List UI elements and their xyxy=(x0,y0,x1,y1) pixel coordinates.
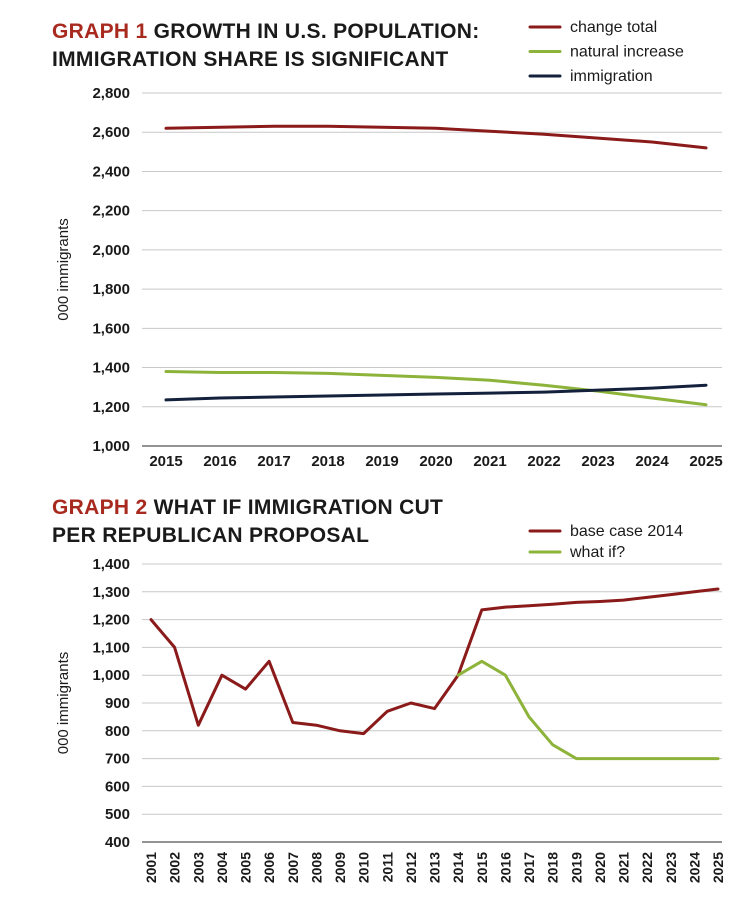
chart1-xtick-label: 2015 xyxy=(149,453,182,470)
chart1-xtick-label: 2020 xyxy=(419,453,452,470)
chart2-xtick-label: 2001 xyxy=(143,852,159,883)
chart1-ytick-label: 2,800 xyxy=(92,85,130,102)
chart2-ytick-label: 800 xyxy=(105,723,130,740)
chart2-xtick-label: 2024 xyxy=(686,852,702,883)
chart2-ytick-label: 1,200 xyxy=(92,612,130,629)
chart1-xtick-label: 2025 xyxy=(689,453,722,470)
chart2-xtick-label: 2004 xyxy=(214,852,230,883)
chart1-legend-label: natural increase xyxy=(570,44,684,61)
chart2-ytick-label: 900 xyxy=(105,695,130,712)
chart2-xtick-label: 2018 xyxy=(545,852,561,883)
chart1-ytick-label: 1,800 xyxy=(92,281,130,298)
chart1-title-line1: GROWTH IN U.S. POPULATION: xyxy=(153,20,480,43)
chart1-ytick-label: 2,200 xyxy=(92,203,130,220)
chart1-title-line2: IMMIGRATION SHARE IS SIGNIFICANT xyxy=(52,48,449,71)
chart2-xtick-label: 2015 xyxy=(474,852,490,883)
chart2-ylabel: 000 immigrants xyxy=(55,652,72,755)
chart2-series-line-base-case-2014 xyxy=(149,587,720,736)
chart1-xtick-label: 2017 xyxy=(257,453,290,470)
chart1-ytick-label: 1,200 xyxy=(92,399,130,416)
chart2-xtick-label: 2002 xyxy=(167,852,183,883)
chart2-ytick-label: 600 xyxy=(105,778,130,795)
chart2-xtick-label: 2007 xyxy=(285,852,301,883)
chart1-title: GRAPH 1 GROWTH IN U.S. POPULATION: IMMIG… xyxy=(52,18,480,74)
chart1-ylabel: 000 immigrants xyxy=(55,218,72,321)
chart2-xtick-label: 2014 xyxy=(450,852,466,883)
chart2-xtick-label: 2008 xyxy=(308,852,324,883)
chart1-series-line-natural-increase xyxy=(164,370,708,407)
chart1-ytick-label: 2,600 xyxy=(92,124,130,141)
chart2-xtick-label: 2009 xyxy=(332,852,348,883)
chart2-xtick-label: 2023 xyxy=(663,852,679,883)
chart1-xtick-label: 2023 xyxy=(581,453,614,470)
chart1-ytick-label: 1,600 xyxy=(92,320,130,337)
chart2-ytick-label: 400 xyxy=(105,834,130,851)
chart2-xtick-label: 2005 xyxy=(238,852,254,883)
chart2-xtick-label: 2011 xyxy=(379,852,395,883)
chart1-legend-label: immigration xyxy=(570,68,653,85)
chart2-ytick-label: 1,300 xyxy=(92,584,130,601)
chart2-legend-label: what if? xyxy=(569,544,625,561)
chart2-xtick-label: 2003 xyxy=(190,852,206,883)
chart2-title-tag: GRAPH 2 xyxy=(52,496,148,519)
chart2-title-line1: WHAT IF IMMIGRATION CUT xyxy=(153,496,444,519)
chart1-ytick-label: 2,400 xyxy=(92,163,130,180)
chart1-ytick-label: 2,000 xyxy=(92,242,130,259)
chart2-ytick-label: 700 xyxy=(105,751,130,768)
chart2-xtick-label: 2019 xyxy=(568,852,584,883)
chart1-legend-label: change total xyxy=(570,19,657,36)
chart2-xtick-label: 2013 xyxy=(427,852,443,883)
chart1-ytick-label: 1,400 xyxy=(92,360,130,377)
chart1-xtick-label: 2018 xyxy=(311,453,344,470)
chart1-xtick-label: 2021 xyxy=(473,453,506,470)
chart1-ytick-label: 1,000 xyxy=(92,438,130,455)
chart2-title-line2: PER REPUBLICAN PROPOSAL xyxy=(52,524,370,547)
chart1-series-line-change-total xyxy=(164,124,708,150)
chart1-xtick-label: 2016 xyxy=(203,453,236,470)
chart1-xtick-label: 2019 xyxy=(365,453,398,470)
chart2-xtick-label: 2022 xyxy=(639,852,655,883)
chart2-series-line-what-if- xyxy=(456,659,720,761)
chart2-xtick-label: 2006 xyxy=(261,852,277,883)
chart2-ytick-label: 1,100 xyxy=(92,639,130,656)
chart2-xtick-label: 2016 xyxy=(497,852,513,883)
chart2-xtick-label: 2017 xyxy=(521,852,537,883)
chart2-title: GRAPH 2 WHAT IF IMMIGRATION CUT PER REPU… xyxy=(52,494,443,550)
chart2-xtick-label: 2021 xyxy=(616,852,632,883)
chart1-title-tag: GRAPH 1 xyxy=(52,20,148,43)
chart2-ytick-label: 1,400 xyxy=(92,556,130,573)
chart2-xtick-label: 2025 xyxy=(710,852,726,883)
chart2-legend-label: base case 2014 xyxy=(570,523,683,540)
chart2-xtick-label: 2020 xyxy=(592,852,608,883)
chart2-xtick-label: 2010 xyxy=(356,852,372,883)
chart1-xtick-label: 2022 xyxy=(527,453,560,470)
chart1-series-line-immigration xyxy=(164,383,708,402)
chart2-xtick-label: 2012 xyxy=(403,852,419,883)
chart1-xtick-label: 2024 xyxy=(635,453,669,470)
chart2-ytick-label: 500 xyxy=(105,806,130,823)
chart2-ytick-label: 1,000 xyxy=(92,667,130,684)
